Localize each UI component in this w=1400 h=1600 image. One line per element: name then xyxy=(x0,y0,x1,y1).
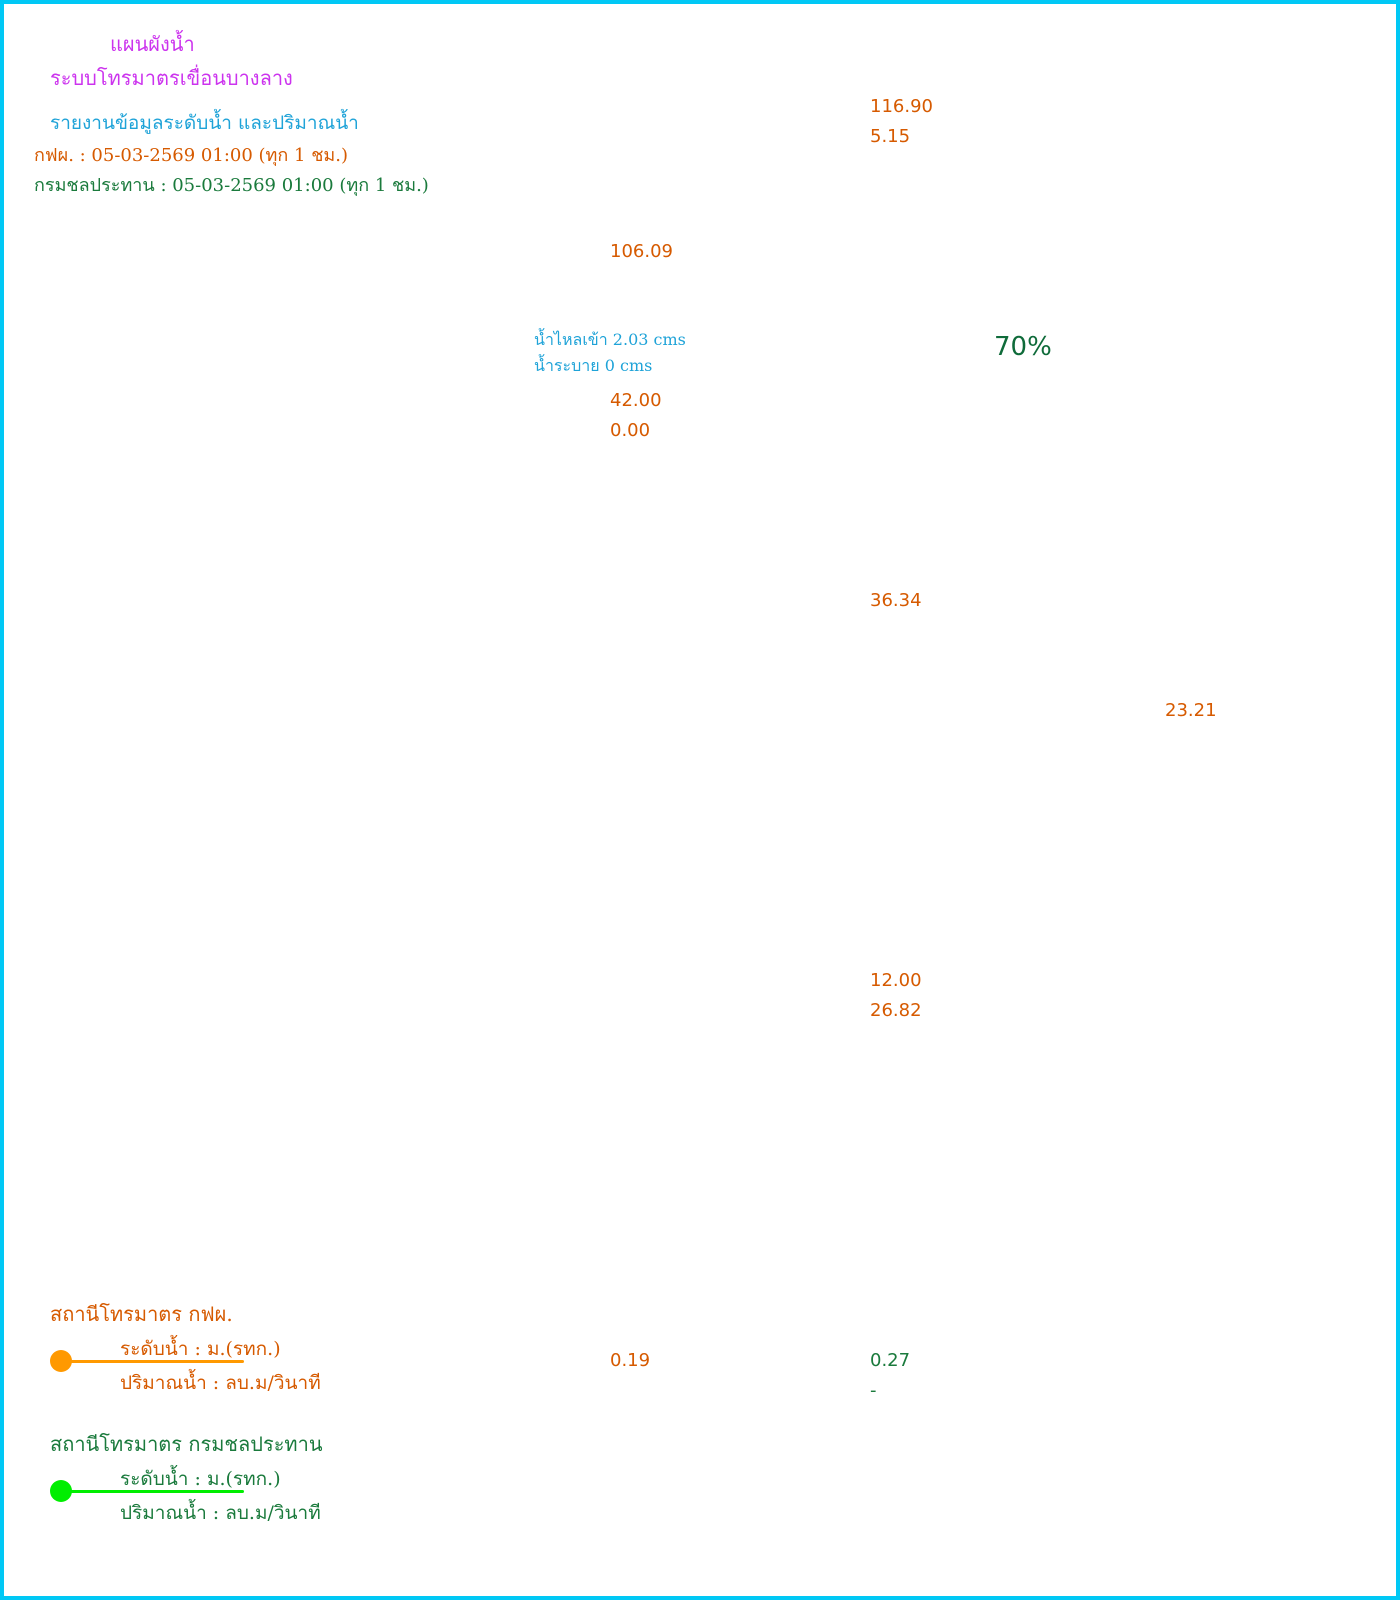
legend-rid-line xyxy=(62,1490,244,1493)
station-2-level[interactable]: 36.34 xyxy=(870,590,922,611)
egat-timestamp: กฟผ. : 05-03-2569 01:00 (ทุก 1 ชม.) xyxy=(34,145,349,166)
station-1-level[interactable]: 116.90 xyxy=(870,96,933,117)
page-title: แผนผังน้ำ xyxy=(110,32,195,56)
legend-rid-title: สถานีโทรมาตร กรมชลประทาน xyxy=(50,1432,323,1456)
rid-station-marker-icon xyxy=(50,1480,72,1502)
page-subtitle: ระบบโทรมาตรเขื่อนบางลาง xyxy=(50,66,293,90)
legend-rid-flow: ปริมาณน้ำ : ลบ.ม/วินาที xyxy=(120,1502,321,1524)
station-3-level[interactable]: 23.21 xyxy=(1165,700,1217,721)
station-6-level[interactable]: 0.27 xyxy=(870,1350,911,1371)
dam-inflow: น้ำไหลเข้า 2.03 cms xyxy=(534,330,686,349)
dam-outflow: น้ำระบาย 0 cms xyxy=(534,356,653,375)
rid-timestamp: กรมชลประทาน : 05-03-2569 01:00 (ทุก 1 ชม… xyxy=(34,175,429,196)
legend-egat-flow: ปริมาณน้ำ : ลบ.ม/วินาที xyxy=(120,1372,321,1394)
station-4-flow[interactable]: 26.82 xyxy=(870,1000,922,1021)
station-6-flow[interactable]: - xyxy=(870,1380,877,1401)
storage-percent: 70% xyxy=(994,332,1052,362)
legend-egat-level: ระดับน้ำ : ม.(รทก.) xyxy=(120,1338,281,1360)
station-5-level[interactable]: 0.19 xyxy=(610,1350,651,1371)
station-4-level[interactable]: 12.00 xyxy=(870,970,922,991)
station-1-flow[interactable]: 5.15 xyxy=(870,126,911,147)
dam-value-a[interactable]: 42.00 xyxy=(610,390,662,411)
report-title: รายงานข้อมูลระดับน้ำ และปริมาณน้ำ xyxy=(50,112,359,134)
legend-egat-line xyxy=(62,1360,244,1363)
legend-egat-title: สถานีโทรมาตร กฟผ. xyxy=(50,1302,233,1326)
dam-value-b[interactable]: 0.00 xyxy=(610,420,651,441)
egat-station-marker-icon xyxy=(50,1350,72,1372)
dam-water-level[interactable]: 106.09 xyxy=(610,241,673,262)
legend-rid-level: ระดับน้ำ : ม.(รทก.) xyxy=(120,1468,281,1490)
